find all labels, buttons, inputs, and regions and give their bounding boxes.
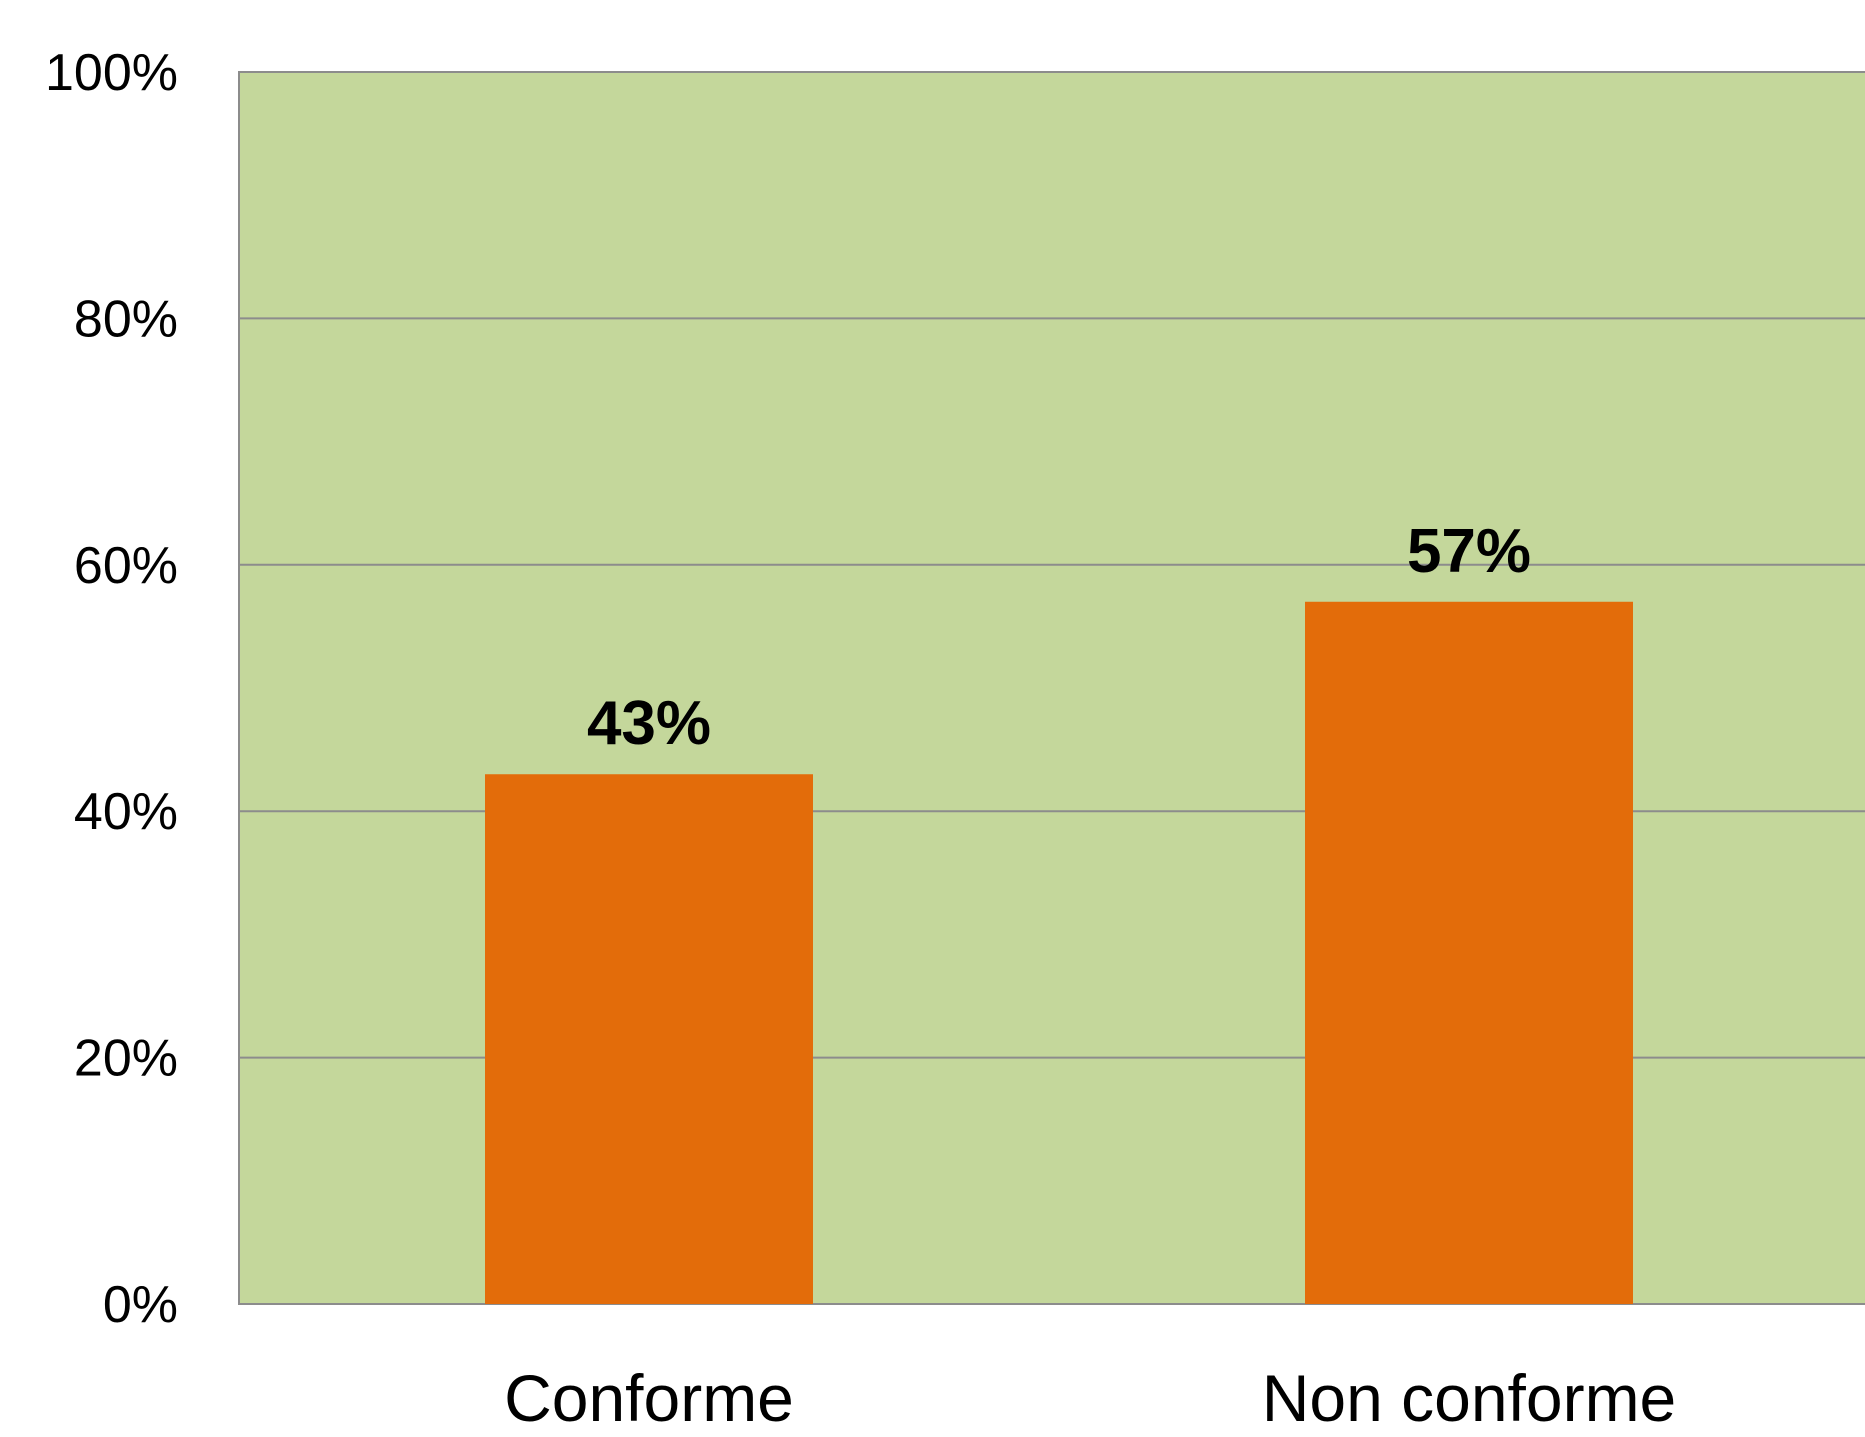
bar-non-conforme (1305, 601, 1633, 1304)
x-category-label: Non conforme (1262, 1361, 1677, 1435)
y-tick-label: 100% (45, 44, 178, 102)
y-axis-tick-labels: 0% 20% 40% 60% 80% 100% (45, 44, 178, 1334)
bar-conforme (485, 774, 813, 1304)
data-label: 43% (587, 689, 711, 758)
y-tick-label: 20% (74, 1030, 178, 1088)
y-tick-label: 80% (74, 290, 178, 348)
y-tick-label: 40% (74, 783, 178, 841)
data-label: 57% (1407, 517, 1531, 586)
data-labels: 43% 57% (587, 517, 1531, 758)
y-tick-label: 0% (103, 1276, 178, 1334)
y-tick-label: 60% (74, 537, 178, 595)
x-axis-category-labels: Conforme Non conforme (504, 1361, 1676, 1435)
bars (485, 601, 1633, 1304)
x-category-label: Conforme (504, 1361, 794, 1435)
